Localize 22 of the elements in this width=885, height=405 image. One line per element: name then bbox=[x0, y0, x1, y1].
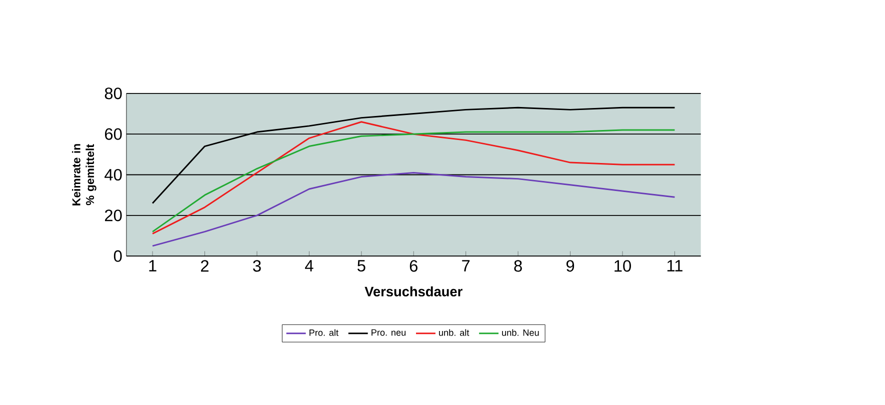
x-tick-label: 7 bbox=[462, 260, 470, 272]
x-tick-label: 1 bbox=[149, 260, 156, 272]
legend-label: unb. alt bbox=[439, 329, 470, 336]
x-tick-label: 8 bbox=[514, 260, 522, 272]
y-tick-label: 20 bbox=[104, 210, 122, 222]
x-tick-label: 2 bbox=[201, 260, 208, 272]
legend-label: Pro. alt bbox=[310, 329, 338, 336]
x-tick-label: 5 bbox=[358, 260, 366, 272]
y-tick-label: 60 bbox=[105, 128, 122, 140]
legend-label: unb. Neu bbox=[502, 329, 539, 336]
x-tick-label: 9 bbox=[566, 260, 574, 272]
x-axis-title: Versuchsdauer bbox=[364, 286, 462, 296]
x-tick-label: 6 bbox=[410, 260, 418, 272]
y-tick-label: 80 bbox=[104, 88, 122, 100]
x-tick-label: 10 bbox=[614, 260, 631, 272]
y-tick-label: 40 bbox=[104, 168, 122, 180]
legend-label: Pro. neu bbox=[372, 329, 406, 336]
y-axis-title: Keimrate in % gemittelt bbox=[72, 144, 96, 206]
x-tick-label: 3 bbox=[253, 260, 261, 272]
x-tick-label: 4 bbox=[305, 260, 314, 272]
x-tick-label: 11 bbox=[667, 260, 682, 272]
y-tick-label: 0 bbox=[114, 250, 122, 262]
